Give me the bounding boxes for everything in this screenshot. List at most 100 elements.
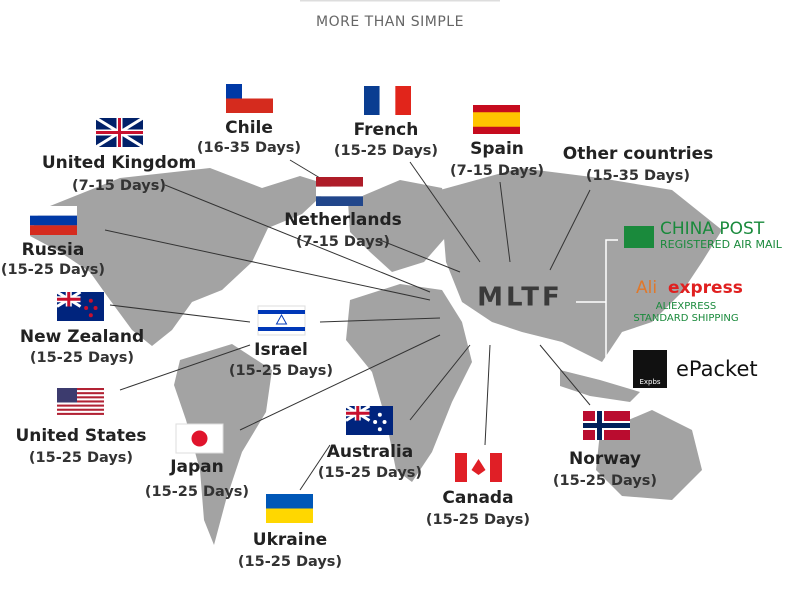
flag-leaf	[471, 459, 486, 475]
destination-name: United States	[15, 426, 146, 446]
flag	[316, 177, 363, 206]
connector-line	[379, 239, 461, 273]
flag-stripe	[57, 388, 104, 391]
delivery-days: (15-25 Days)	[318, 465, 422, 481]
bracket-line	[605, 239, 618, 369]
flag-stripe	[57, 392, 104, 395]
connector-line	[499, 181, 511, 263]
flag-blue	[30, 215, 77, 226]
flag-blue	[583, 423, 630, 428]
flag-stripe	[57, 404, 104, 407]
delivery-days: (7-15 Days)	[296, 234, 390, 250]
flag-white	[30, 206, 77, 216]
delivery-days: (15-25 Days)	[145, 484, 249, 500]
destination: Other countries (15-35 Days)	[563, 144, 713, 184]
flag-yellow	[266, 508, 313, 523]
indonesia	[560, 370, 640, 402]
aliexpress-logo-b: express	[668, 278, 743, 298]
delivery-days: (15-25 Days)	[426, 512, 530, 528]
delivery-days: (7-15 Days)	[450, 163, 544, 179]
destination: Chile (16-35 Days)	[197, 84, 301, 156]
flag-red	[490, 453, 502, 482]
destination-name: Israel	[254, 340, 308, 360]
destination-name: New Zealand	[20, 327, 144, 347]
destination-name: Ukraine	[253, 530, 327, 550]
connector-line	[299, 444, 331, 491]
destination-name: United Kingdom	[42, 153, 196, 173]
flag-blue	[258, 327, 305, 331]
delivery-days: (16-35 Days)	[197, 140, 301, 156]
flag-white	[316, 186, 363, 197]
connector-line	[104, 229, 431, 301]
destination: Canada (15-25 Days)	[426, 453, 530, 528]
aliexpress: Ali express ALIEXPRESS STANDARD SHIPPING	[633, 278, 742, 324]
north-america	[30, 168, 332, 346]
africa	[346, 284, 472, 482]
delivery-days: (15-25 Days)	[334, 143, 438, 159]
destination-name: Canada	[442, 488, 513, 508]
destination-name: French	[354, 120, 419, 140]
destination: Japan (15-25 Days)	[145, 423, 249, 500]
flag-star	[88, 313, 93, 318]
flag-star	[373, 419, 378, 424]
aliexpress-service-b: STANDARD SHIPPING	[633, 313, 738, 324]
destination-name: Chile	[225, 118, 273, 138]
carrier-bracket	[576, 239, 618, 369]
connector-line	[484, 344, 491, 446]
flag-star	[382, 419, 387, 424]
destination-name: Australia	[327, 442, 414, 462]
connector-line	[409, 161, 481, 263]
world-map	[30, 168, 722, 545]
flag	[473, 105, 520, 134]
destination: French (15-25 Days)	[334, 86, 438, 159]
flag-star	[88, 298, 93, 303]
destination-name: Netherlands	[284, 210, 402, 230]
flag-red	[346, 411, 370, 415]
flag-stripe	[57, 412, 104, 415]
connector-line	[319, 317, 441, 323]
destination: Spain (7-15 Days)	[450, 105, 544, 179]
flag-canton	[57, 388, 77, 403]
connector-lines	[104, 159, 591, 491]
flag	[226, 84, 273, 113]
destination-name: Russia	[22, 240, 85, 260]
flag-star	[93, 305, 98, 310]
destination: Russia (15-25 Days)	[1, 206, 105, 278]
china-post-icon	[624, 226, 654, 248]
flag-sun	[191, 430, 208, 447]
flag-red	[57, 297, 81, 301]
destination: Netherlands (7-15 Days)	[284, 177, 402, 250]
china-post-service: REGISTERED AIR MAIL	[660, 238, 783, 251]
flag-red	[455, 453, 467, 482]
delivery-days: (15-25 Days)	[29, 450, 133, 466]
asia	[440, 168, 722, 362]
destination: United States (15-25 Days)	[15, 388, 147, 466]
destination-labels: Chile (16-35 Days) French (15-25 Days) Spain…	[1, 84, 713, 570]
flag-stripe	[57, 396, 104, 399]
flag-star	[377, 427, 382, 432]
destination-name: Other countries	[563, 144, 713, 164]
flag-red	[96, 131, 143, 134]
flag	[95, 116, 144, 149]
connector-line	[164, 184, 431, 293]
flag	[583, 411, 630, 440]
flag	[56, 290, 104, 321]
flag	[175, 423, 224, 454]
flag-red	[226, 98, 273, 113]
connector-line	[109, 304, 251, 323]
delivery-days: (15-25 Days)	[238, 554, 342, 570]
delivery-days: (15-25 Days)	[553, 473, 657, 489]
destination-name: Japan	[169, 457, 224, 477]
china-post-name: CHINA POST	[660, 219, 765, 239]
connector-line	[239, 334, 441, 431]
connector-line	[119, 344, 251, 391]
hub-label: MLTF	[477, 283, 563, 313]
aliexpress-logo-a: Ali	[636, 278, 657, 298]
delivery-days: (15-25 Days)	[30, 350, 134, 366]
flag	[30, 206, 77, 235]
flag-star	[377, 412, 382, 417]
destination: Norway (15-25 Days)	[553, 411, 657, 489]
europe	[348, 180, 452, 272]
flag	[57, 388, 104, 415]
epacket-icon	[633, 350, 667, 388]
